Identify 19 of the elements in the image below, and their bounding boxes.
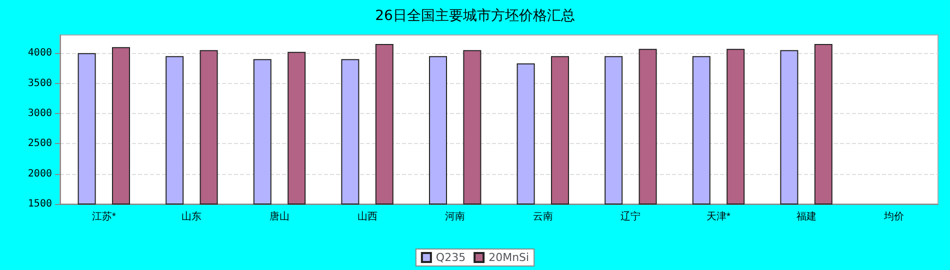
x-tick-label: 河南 [445, 210, 466, 222]
legend-label: Q235 [436, 251, 466, 264]
chart-title: 26日全国主要城市方坯价格汇总 [375, 8, 575, 24]
y-tick-label: 1500 [28, 198, 52, 210]
y-tick-label: 2500 [28, 138, 52, 150]
y-tick-label: 4000 [28, 48, 52, 59]
x-tick-label: 山西 [357, 210, 378, 222]
x-tick-label: 福建 [796, 210, 816, 222]
y-tick-label: 3000 [28, 108, 52, 119]
x-tick-label: 云南 [532, 210, 553, 222]
x-tick-label: 唐山 [270, 210, 290, 222]
x-tick-label: 均价 [883, 210, 904, 222]
y-tick-label: 2000 [28, 168, 52, 180]
legend-label: 20MnSi [488, 251, 530, 264]
x-tick-label: 江苏* [92, 210, 116, 222]
x-tick-label: 辽宁 [620, 210, 641, 222]
x-tick-label: 山东 [182, 210, 202, 222]
y-tick-label: 3500 [28, 78, 52, 89]
x-tick-label: 天津* [706, 210, 731, 222]
